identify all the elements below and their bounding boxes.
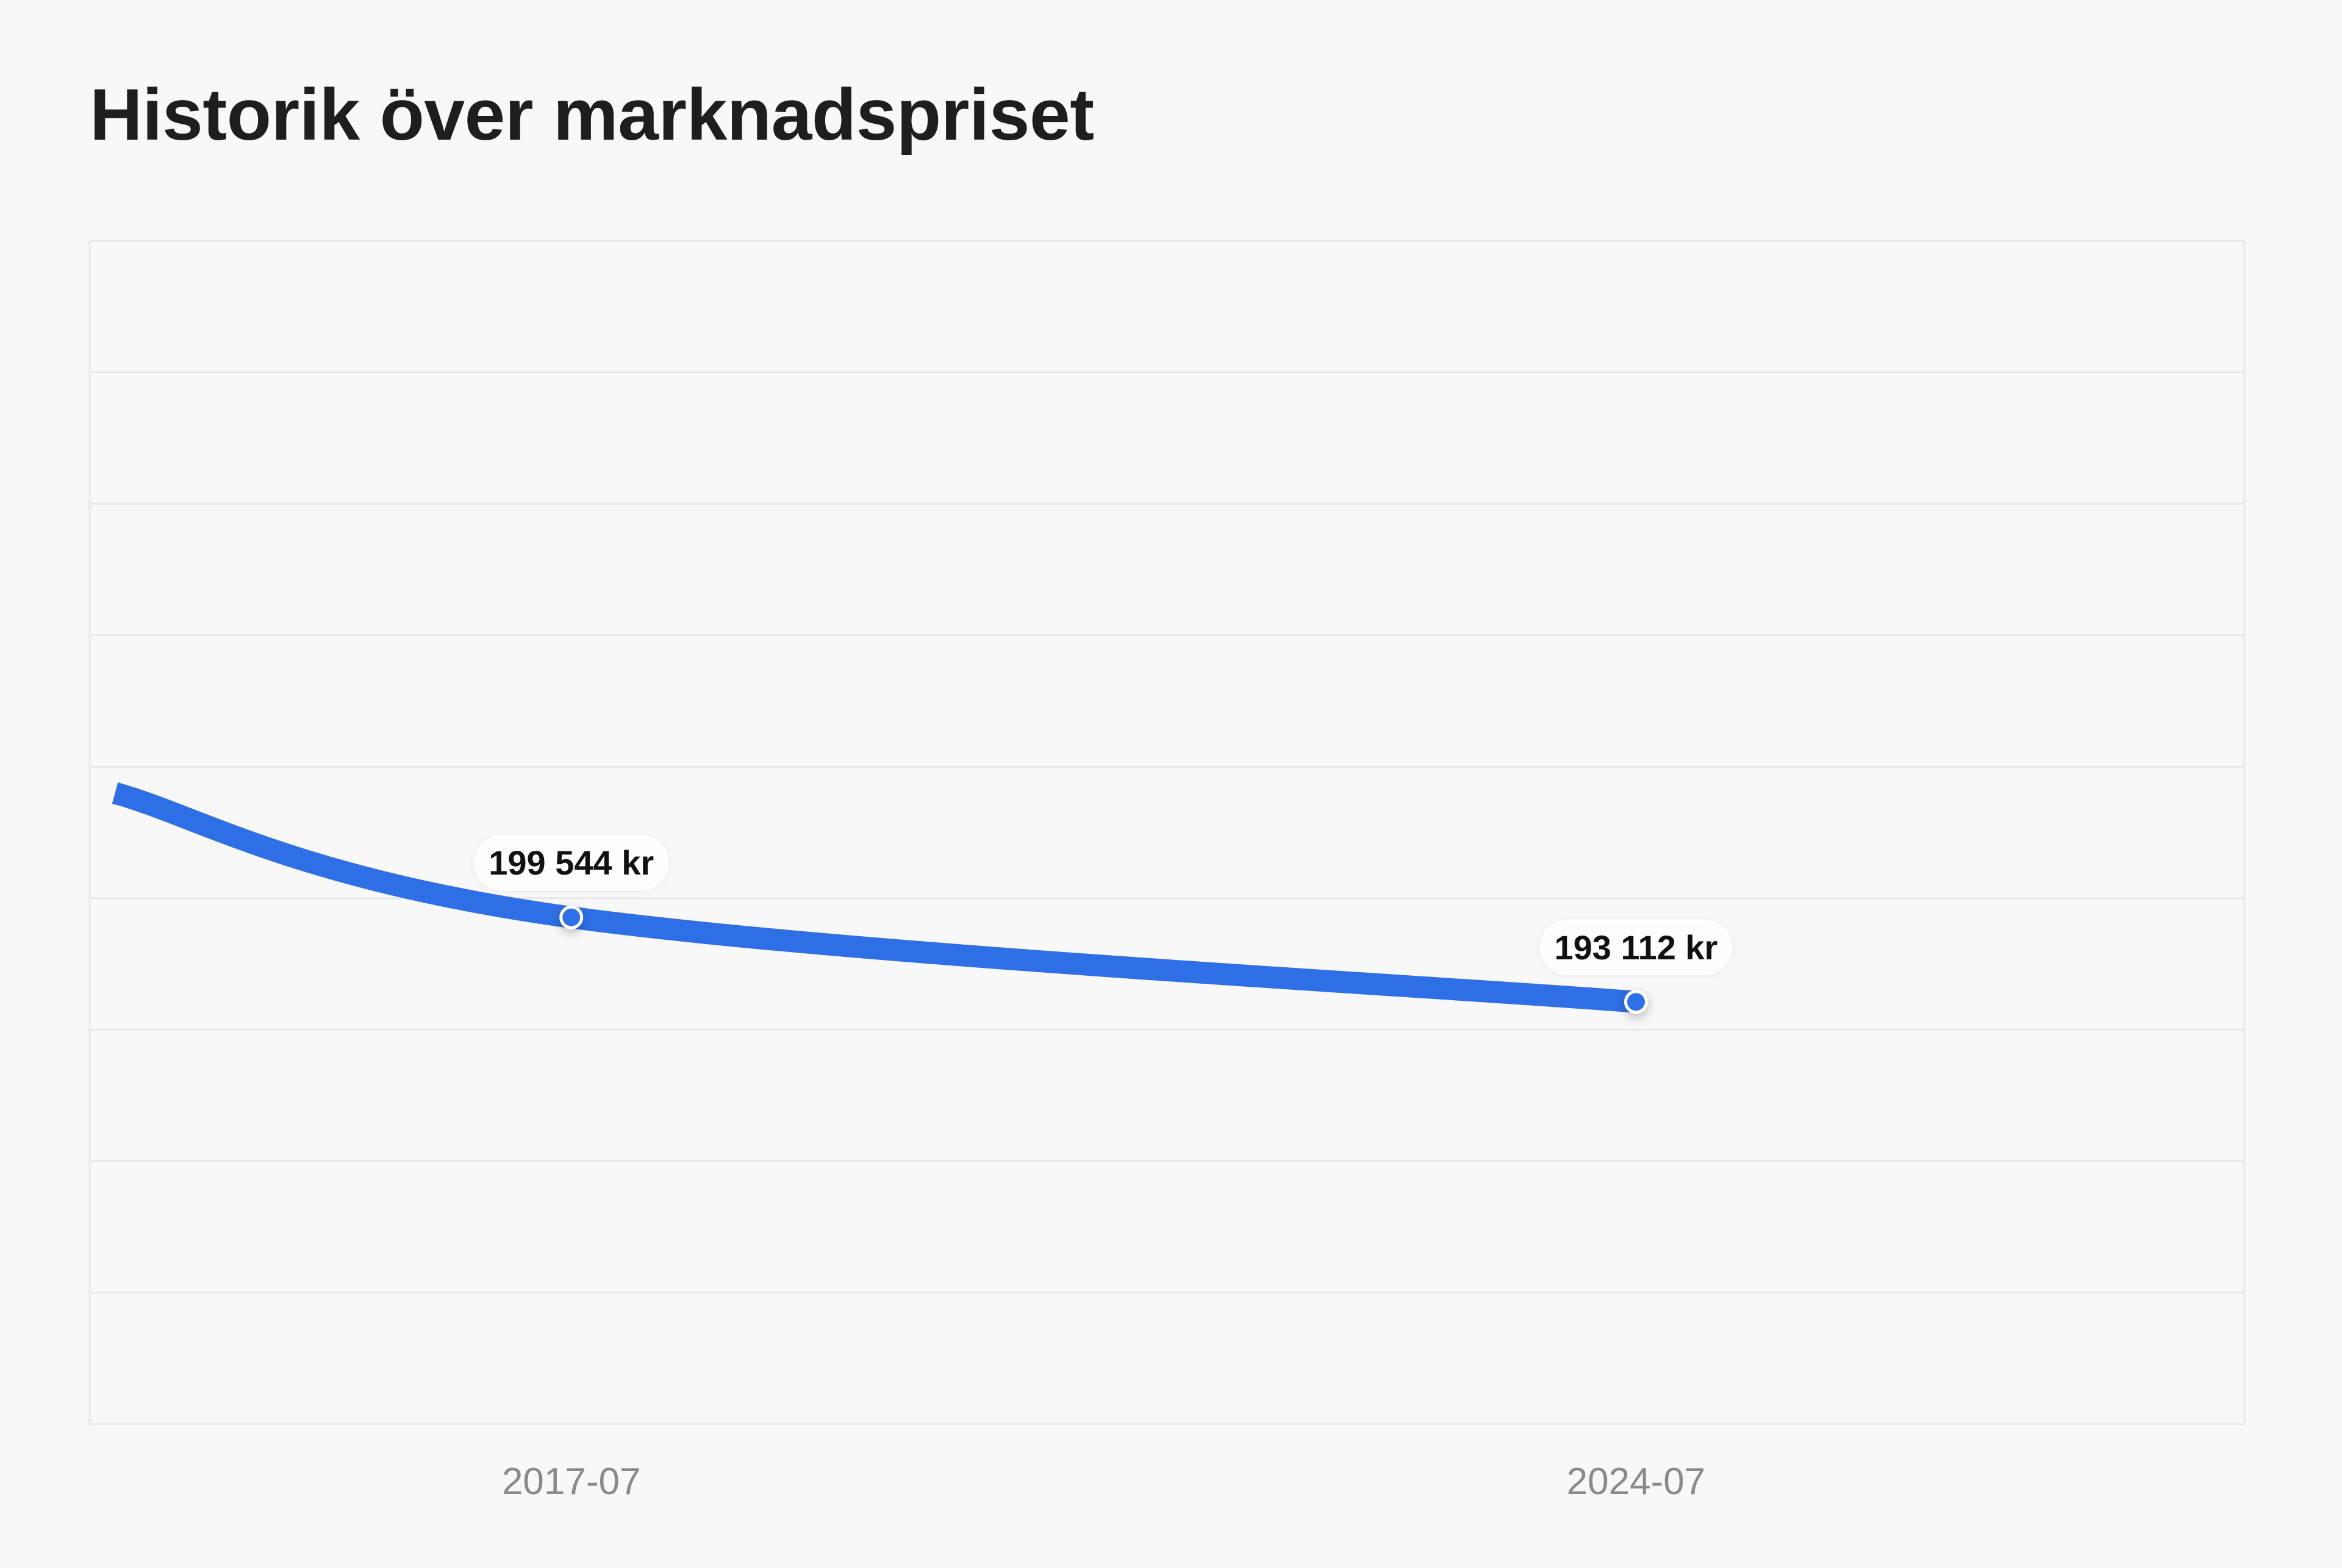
series-line [112, 782, 1637, 1013]
plot-border [88, 240, 2246, 1425]
data-label: 199 544 kr [474, 835, 669, 891]
data-point[interactable] [1624, 990, 1648, 1014]
data-label-text: 199 544 kr [489, 843, 654, 882]
data-labels-layer: 199 544 kr 193 112 kr [474, 835, 1733, 975]
grid [88, 240, 2246, 1425]
x-tick-label: 2024-07 [1567, 1461, 1706, 1503]
data-label-text: 193 112 kr [1555, 928, 1718, 967]
data-label-background [474, 835, 669, 891]
data-point[interactable] [559, 905, 584, 929]
series-layer [112, 782, 1637, 1013]
page-title: Historik över marknadspriset [90, 74, 1094, 156]
points-layer [559, 905, 1648, 1014]
data-label: 193 112 kr [1539, 919, 1733, 975]
x-axis-ticks: 2017-07 2024-07 [502, 1461, 1705, 1503]
x-tick-label: 2017-07 [502, 1461, 641, 1503]
data-label-background [1539, 919, 1733, 975]
